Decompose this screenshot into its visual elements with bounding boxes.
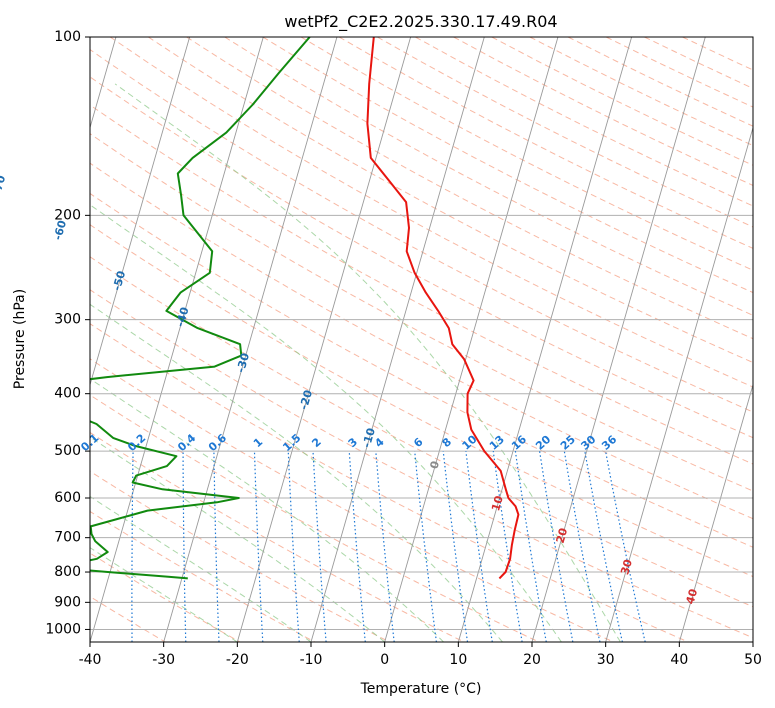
isotherm	[384, 37, 559, 642]
isotherm-label: -30	[234, 351, 252, 374]
y-tick-label: 900	[54, 594, 81, 610]
isotherm-label: 40	[684, 587, 701, 606]
isotherm-label: -40	[174, 305, 192, 328]
chart-title: wetPf2_C2E2.2025.330.17.49.R04	[284, 12, 557, 32]
dry-adiabat	[90, 162, 753, 520]
dry-adiabat	[90, 470, 390, 642]
moist-adiabat	[90, 204, 562, 642]
isotherm	[90, 37, 264, 642]
x-tick-label: -10	[300, 652, 323, 668]
x-tick-label: 30	[597, 652, 615, 668]
y-tick-label: 600	[54, 490, 81, 506]
isotherm	[678, 383, 753, 642]
x-axis-label: Temperature (°C)	[360, 681, 482, 697]
series-layer	[90, 37, 520, 580]
dry-adiabat	[90, 104, 753, 465]
x-tick-label: 40	[670, 652, 688, 668]
y-tick-label: 400	[54, 386, 81, 402]
isotherm	[90, 37, 191, 387]
axis-ticks: -40 -30 -20 -10 0 10 20 30 40 5010020030040050060…	[45, 29, 762, 668]
mixing-ratio-line	[375, 451, 395, 642]
isotherm-label: -50	[110, 269, 128, 292]
y-tick-label: 700	[54, 530, 81, 546]
mixing-ratio-line	[492, 451, 523, 642]
mixing-ratio-line	[414, 451, 437, 642]
dry-adiabat	[90, 323, 689, 642]
x-tick-label: -30	[152, 652, 175, 668]
y-axis-label: Pressure (hPa)	[12, 289, 28, 389]
dry-adiabat	[90, 133, 753, 492]
dry-adiabat	[109, 37, 753, 388]
dry-adiabat	[186, 37, 753, 340]
dry-adiabat	[90, 76, 753, 439]
isotherm-label: -70	[0, 174, 8, 197]
mixing-ratio-line	[442, 451, 469, 642]
dry-adiabat	[90, 358, 614, 642]
mixing-ratio-line	[465, 451, 493, 642]
dry-adiabat	[262, 37, 753, 294]
moist-adiabat	[90, 378, 444, 642]
temperature-profile	[366, 37, 520, 580]
moist-adiabat	[90, 495, 312, 642]
isotherm-label: 0	[428, 459, 443, 470]
isotherm	[236, 37, 412, 642]
moist-adiabat	[114, 83, 621, 642]
isotherm	[457, 37, 633, 642]
isotherm-label: 10	[489, 494, 506, 513]
dry-adiabat	[90, 256, 753, 608]
y-tick-label: 800	[54, 564, 81, 580]
y-tick-label: 100	[54, 29, 81, 45]
dry-adiabat	[90, 48, 753, 413]
isotherm-label: -60	[51, 219, 69, 242]
mixing-ratio-line	[584, 450, 623, 642]
isotherm-label: 20	[554, 526, 571, 545]
isotherm-label: -20	[297, 388, 315, 411]
dry-adiabat	[148, 37, 753, 364]
mixing-ratio-line	[563, 450, 601, 642]
y-tick-label: 200	[54, 207, 81, 223]
dry-adiabat	[90, 595, 166, 642]
x-tick-label: 10	[449, 652, 467, 668]
dry-adiabat	[90, 224, 753, 578]
isotherm	[605, 126, 753, 642]
dry-adiabat	[90, 510, 315, 642]
y-tick-label: 300	[54, 312, 81, 328]
isotherm	[310, 37, 485, 642]
y-tick-label: 1000	[45, 621, 81, 637]
dry-adiabat	[90, 394, 540, 642]
x-tick-label: -40	[79, 652, 102, 668]
plot-frame	[89, 36, 754, 643]
grid-layer	[90, 37, 753, 642]
isotherm-label: 30	[618, 558, 635, 577]
x-tick-label: 50	[744, 652, 762, 668]
mixing-ratio-line	[348, 451, 366, 642]
dry-adiabat	[90, 431, 465, 642]
dewpoint-profile	[90, 37, 311, 580]
dry-adiabat	[224, 37, 753, 316]
dry-adiabat	[90, 192, 753, 548]
y-tick-label: 500	[54, 443, 81, 459]
mixing-ratio-line	[605, 450, 646, 642]
isotherm	[531, 37, 706, 642]
x-tick-label: 0	[380, 652, 389, 668]
isotherm-label: -10	[360, 426, 378, 449]
x-tick-label: -20	[226, 652, 249, 668]
x-tick-label: 20	[523, 652, 541, 668]
isotherm	[163, 37, 338, 642]
